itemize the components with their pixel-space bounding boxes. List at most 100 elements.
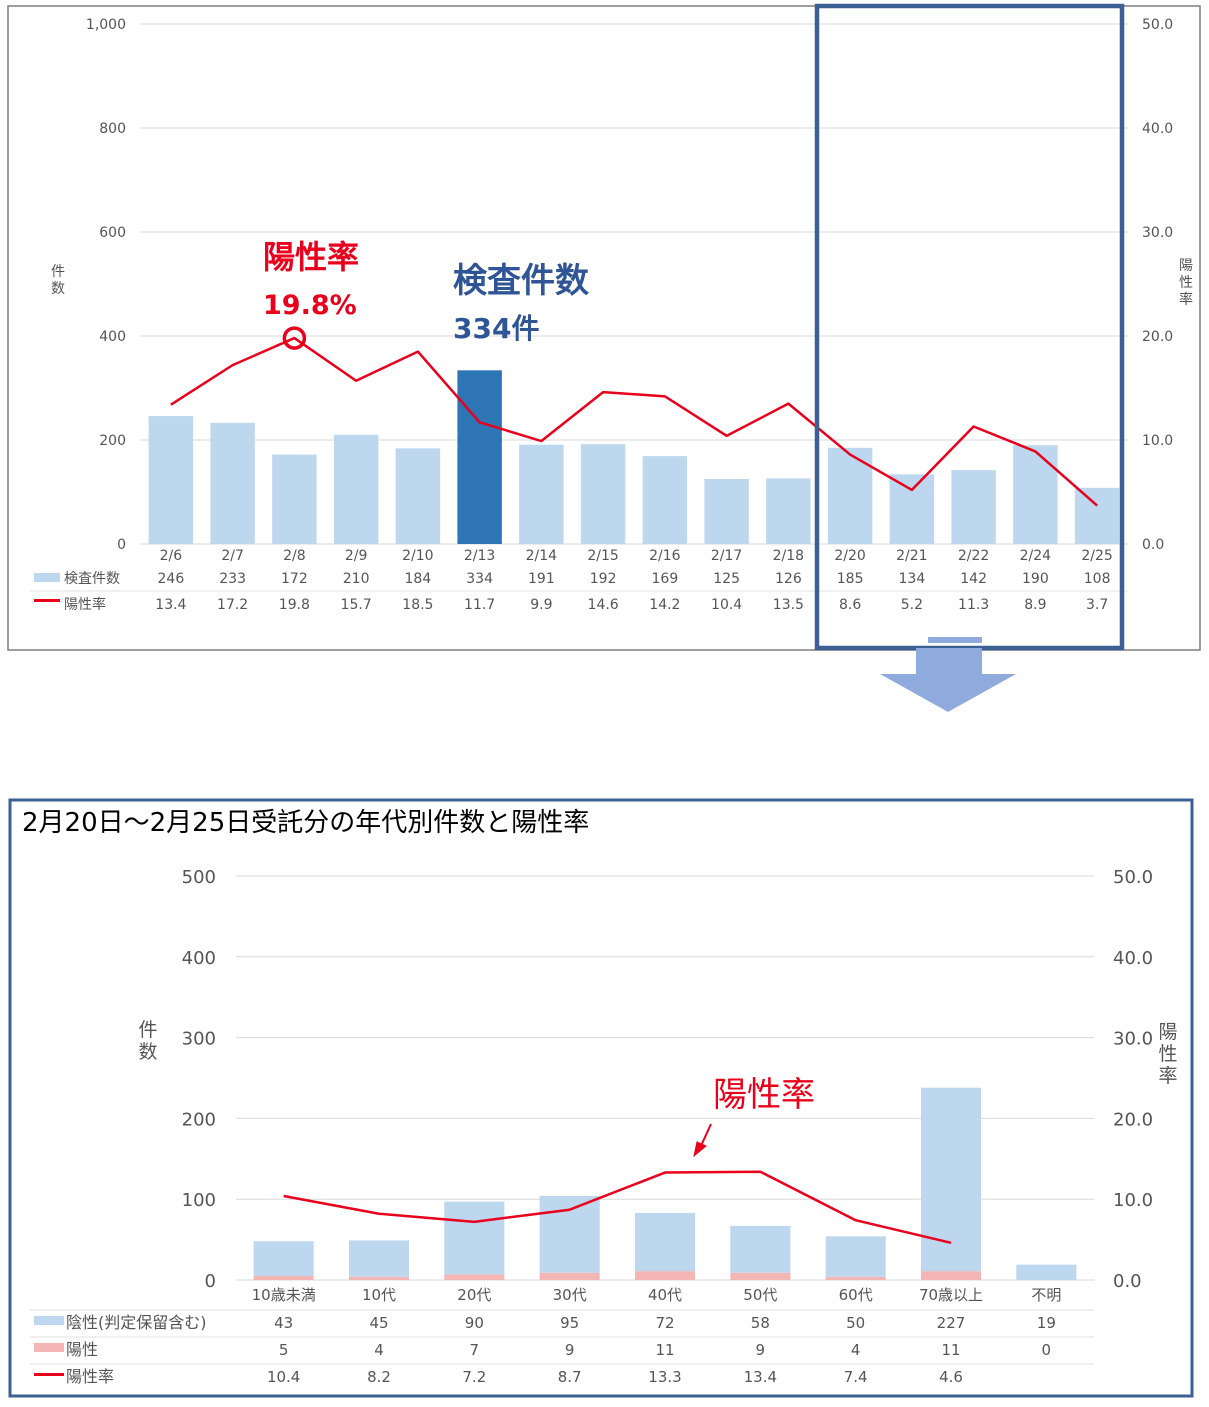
negative-value-label: 19 (1037, 1314, 1056, 1332)
x-tick-label: 10歳未満 (252, 1286, 316, 1304)
count-bar (704, 479, 749, 544)
x-tick-label: 2/14 (526, 548, 558, 564)
negative-value-label: 58 (751, 1314, 770, 1332)
top-count-annotation-value: 334件 (453, 312, 539, 345)
x-tick-label: 2/22 (958, 548, 989, 564)
bottom-legend-rate-label: 陽性率 (66, 1367, 114, 1386)
right-tick-label: 50.0 (1113, 867, 1153, 888)
right-tick-label: 40.0 (1142, 121, 1173, 137)
bottom-rate-line (283, 1170, 952, 1245)
positive-value-label: 4 (374, 1341, 384, 1359)
bottom-legend-rate-swatch (34, 1373, 64, 1376)
left-tick-label: 800 (99, 121, 126, 137)
left-tick-label: 300 (182, 1029, 216, 1050)
top-legend-count-label: 検査件数 (64, 571, 120, 587)
right-tick-label: 30.0 (1142, 225, 1173, 241)
negative-bar (1016, 1264, 1077, 1280)
rate-value-label: 8.9 (1024, 597, 1046, 613)
count-bar (210, 422, 255, 544)
rate-value-label: 13.4 (744, 1368, 777, 1386)
count-value-label: 210 (343, 571, 370, 587)
count-bar (148, 416, 194, 544)
left-tick-label: 400 (182, 948, 216, 969)
negative-value-label: 45 (369, 1314, 388, 1332)
rate-value-label: 19.8 (279, 597, 310, 613)
bottom-right-axis-label-3: 率 (1158, 1065, 1177, 1087)
positive-value-label: 4 (851, 1341, 861, 1359)
x-tick-label: 2/21 (896, 548, 927, 564)
top-bars (148, 370, 1120, 544)
bottom-legend-positive-swatch (34, 1343, 64, 1352)
negative-bar (444, 1201, 505, 1275)
negative-value-label: 50 (846, 1314, 865, 1332)
count-value-label: 172 (281, 571, 308, 587)
positive-bar (539, 1272, 600, 1280)
right-tick-label: 0.0 (1142, 537, 1164, 553)
rate-value-label: 10.4 (267, 1368, 300, 1386)
top-legend-rate-swatch (34, 599, 60, 602)
top-rate-highlight-marker (282, 326, 307, 350)
top-left-axis-label-1: 件 (51, 264, 65, 280)
rate-value-label: 7.4 (844, 1368, 868, 1386)
negative-value-label: 72 (655, 1314, 674, 1332)
left-tick-label: 0 (205, 1271, 216, 1292)
top-right-axis-label-3: 率 (1179, 291, 1193, 308)
negative-bar (825, 1236, 886, 1277)
rate-value-label: 3.7 (1086, 597, 1108, 613)
count-value-label: 169 (652, 571, 679, 587)
right-tick-label: 0.0 (1113, 1271, 1142, 1292)
positive-bar (348, 1276, 410, 1280)
count-value-label: 233 (219, 571, 246, 587)
rate-value-label: 14.2 (649, 597, 680, 613)
bottom-legend-negative-swatch (34, 1316, 64, 1325)
positive-bar (825, 1276, 886, 1280)
right-tick-label: 10.0 (1142, 433, 1173, 449)
left-tick-label: 500 (182, 867, 216, 888)
negative-bar (920, 1087, 982, 1272)
count-value-label: 190 (1022, 571, 1049, 587)
top-count-annotation-title: 検査件数 (453, 261, 589, 301)
top-left-axis: 0 200 400 600 800 1,000 (86, 17, 126, 553)
rate-value-label: 10.4 (711, 597, 742, 613)
count-bar (1074, 487, 1120, 544)
bottom-left-axis: 0 100 200 300 400 500 (182, 867, 216, 1292)
rate-value-label: 13.4 (155, 597, 186, 613)
rate-value-label: 11.7 (464, 597, 495, 613)
count-bar (333, 434, 379, 544)
bottom-legend-negative-label: 陰性(判定保留含む) (66, 1313, 207, 1332)
count-value-label: 142 (960, 571, 987, 587)
top-right-axis: 0.0 10.0 20.0 30.0 40.0 50.0 (1142, 17, 1173, 553)
x-tick-label: 40代 (648, 1286, 682, 1304)
count-value-label: 134 (899, 571, 926, 587)
count-bar (272, 454, 317, 544)
positive-value-label: 11 (941, 1341, 960, 1359)
x-tick-label: 2/13 (464, 548, 495, 564)
bottom-chart-title: 2月20日～2月25日受託分の年代別件数と陽性率 (22, 808, 589, 838)
bottom-right-axis: 0.0 10.0 20.0 30.0 40.0 50.0 (1113, 867, 1153, 1292)
bottom-legend-positive-label: 陽性 (66, 1340, 98, 1359)
right-tick-label: 10.0 (1113, 1190, 1153, 1211)
x-tick-label: 2/25 (1081, 548, 1112, 564)
left-tick-label: 1,000 (86, 17, 126, 33)
right-tick-label: 40.0 (1113, 948, 1153, 969)
x-tick-label: 60代 (839, 1286, 873, 1304)
top-data-table: 246 13.4 233 17.2 172 19.8 210 15.7 184 18.5 334 11… (30, 571, 1128, 613)
x-tick-label: 2/20 (834, 548, 865, 564)
negative-value-label: 43 (274, 1314, 293, 1332)
rate-value-label: 8.6 (839, 597, 861, 613)
bottom-data-table: 43 5 10.4 45 4 8.2 90 7 7.2 95 9 8.7 72 11 13.3 58 9 13.4… (30, 1309, 1094, 1386)
x-tick-label: 2/8 (283, 548, 306, 564)
x-tick-label: 2/9 (345, 548, 368, 564)
count-value-label: 334 (466, 571, 493, 587)
left-tick-label: 200 (182, 1109, 216, 1130)
positive-value-label: 9 (565, 1341, 575, 1359)
positive-value-label: 11 (655, 1341, 674, 1359)
bottom-left-axis-label-1: 件 (138, 1019, 157, 1041)
bottom-right-axis-label-1: 陽 (1158, 1021, 1177, 1043)
right-tick-label: 50.0 (1142, 17, 1173, 33)
count-value-label: 185 (837, 571, 864, 587)
bottom-rate-annotation: 陽性率 (713, 1075, 815, 1115)
right-tick-label: 20.0 (1142, 329, 1173, 345)
x-tick-label: 50代 (743, 1286, 777, 1304)
